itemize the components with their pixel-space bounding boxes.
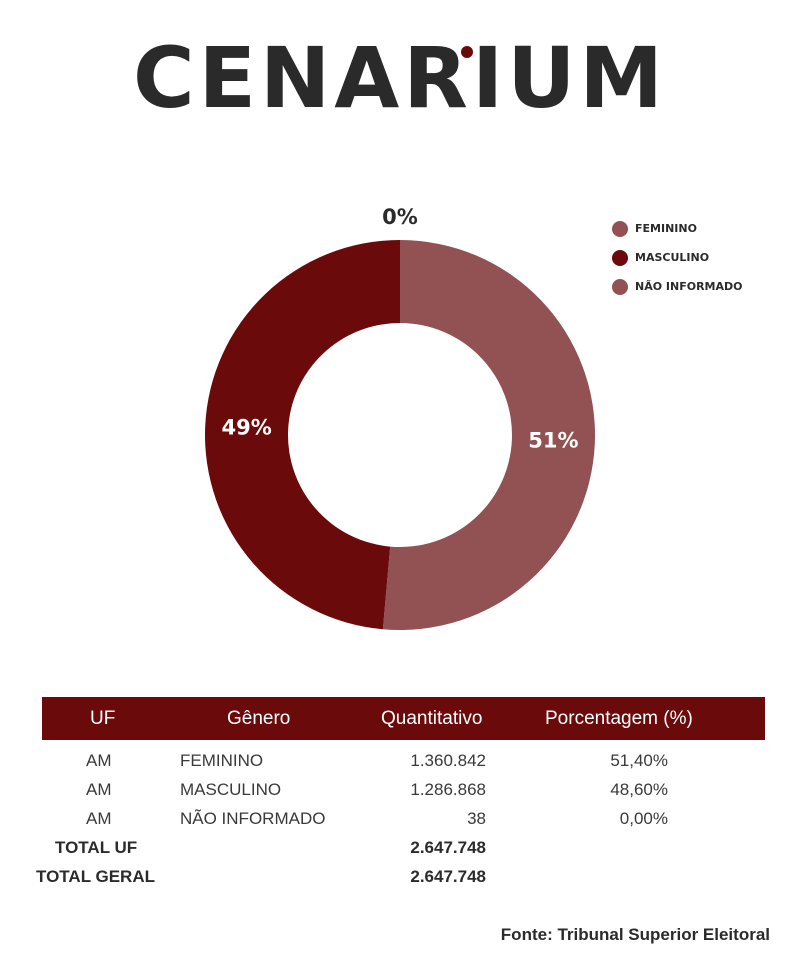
header-uf: UF (90, 708, 116, 729)
cenarium-logo: CENARIUM (132, 29, 668, 127)
slice-label-n-o-informado: 0% (382, 205, 418, 229)
cell-quantitativo: 1.286.868 (410, 780, 486, 799)
legend-item-feminino: FEMININO (612, 214, 742, 243)
cell-genero: MASCULINO (180, 780, 282, 799)
source-note: Fonte: Tribunal Superior Eleitoral (500, 925, 770, 944)
slice-masculino (204, 240, 400, 630)
header-porcentagem: Porcentagem (%) (545, 708, 693, 729)
table-header: UF Gênero Quantitativo Porcentagem (%) (42, 697, 765, 740)
cell-uf: AM (86, 751, 112, 770)
cell-uf: AM (86, 809, 112, 828)
legend-label: MASCULINO (635, 251, 710, 264)
cell-genero: NÃO INFORMADO (180, 809, 326, 828)
donut-chart: 51% 49% 0% (204, 205, 595, 630)
total-uf-label: TOTAL UF (55, 838, 138, 857)
slice-feminino (382, 240, 595, 630)
legend-item-masculino: MASCULINO (612, 243, 742, 272)
legend-label: FEMININO (635, 222, 697, 235)
chart-legend: FEMININO MASCULINO NÃO INFORMADO (612, 214, 742, 301)
cell-quantitativo: 1.360.842 (410, 751, 486, 770)
legend-swatch-nao-informado (612, 278, 628, 295)
total-geral-value: 2.647.748 (410, 867, 486, 886)
cell-genero: FEMININO (180, 751, 264, 770)
legend-swatch-feminino (612, 220, 628, 237)
legend-label: NÃO INFORMADO (635, 280, 743, 293)
slice-label-masculino: 49% (222, 415, 272, 439)
cell-porcentagem: 48,60% (610, 780, 668, 799)
legend-item-nao-informado: NÃO INFORMADO (612, 272, 742, 301)
legend-swatch-masculino (612, 249, 628, 266)
slice-label-feminino: 51% (528, 429, 578, 453)
cell-porcentagem: 51,40% (610, 751, 668, 770)
cell-uf: AM (86, 780, 112, 799)
header-quantitativo: Quantitativo (381, 708, 483, 729)
logo-accent-dot (461, 46, 473, 58)
total-uf-value: 2.647.748 (410, 838, 486, 857)
header-genero: Gênero (227, 708, 291, 729)
cell-porcentagem: 0,00% (619, 809, 668, 828)
cell-quantitativo: 38 (467, 809, 486, 828)
total-geral-label: TOTAL GERAL (36, 867, 155, 886)
